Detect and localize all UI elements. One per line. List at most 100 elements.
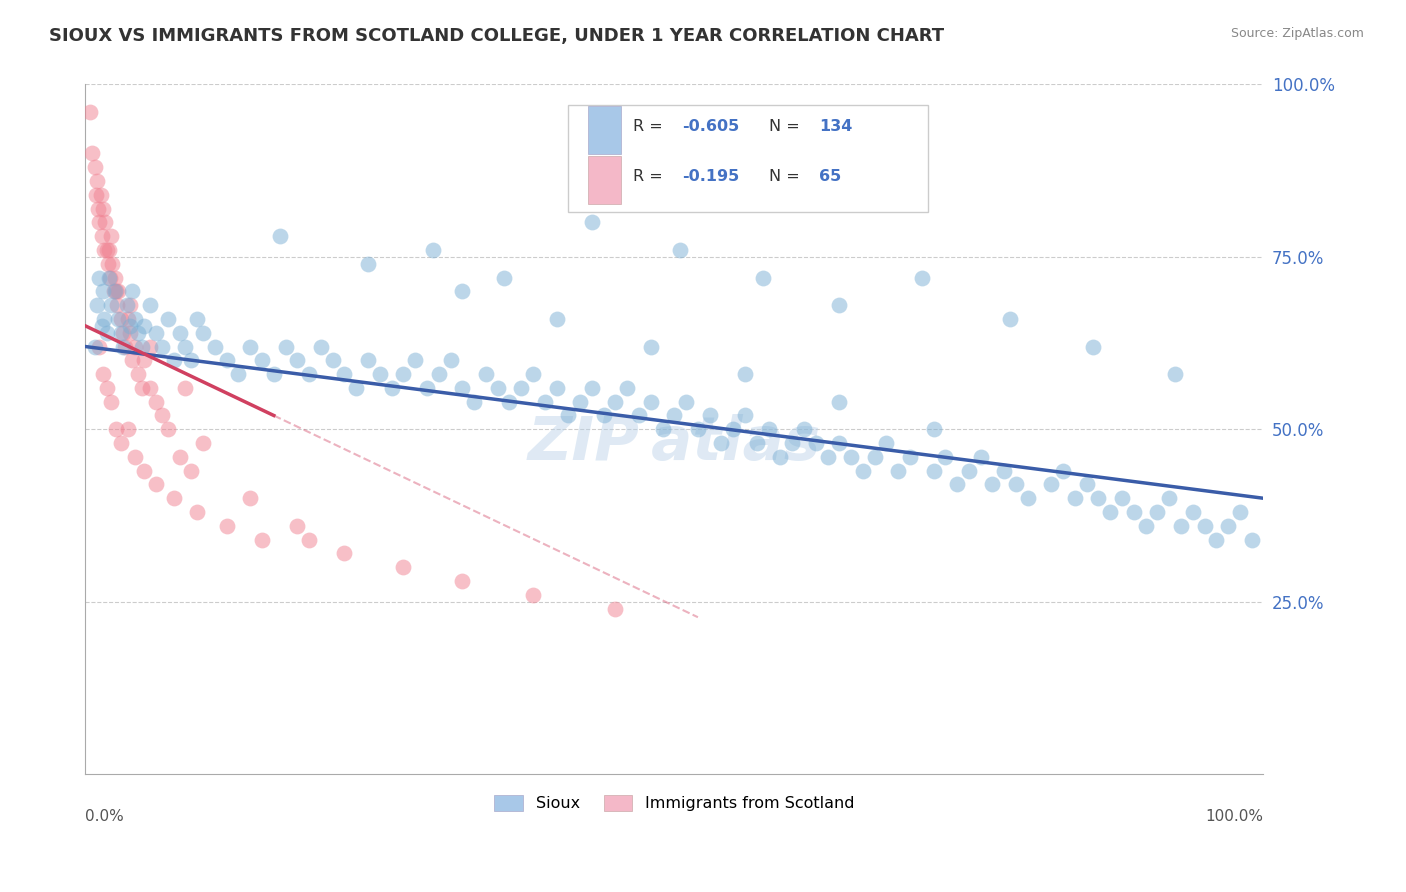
Point (274, 339, 297, 353)
Text: ZIP atlas: ZIP atlas (527, 414, 821, 473)
Point (780, 436, 803, 450)
Point (104, 270, 127, 285)
Point (751, 270, 773, 285)
Point (239, 339, 262, 353)
Point (451, 285, 474, 299)
Point (107, 285, 129, 299)
Point (804, 436, 827, 450)
Point (124, 312, 146, 326)
Point (169, 450, 191, 464)
Point (163, 491, 186, 506)
Point (90, 187, 112, 202)
Point (422, 243, 444, 257)
Point (492, 270, 515, 285)
Point (91, 285, 114, 299)
Point (1040, 477, 1063, 491)
Point (134, 318, 156, 333)
Point (581, 381, 603, 395)
FancyBboxPatch shape (588, 155, 621, 204)
Point (1159, 491, 1181, 506)
Point (186, 312, 208, 326)
Point (263, 367, 285, 381)
Text: -0.195: -0.195 (682, 169, 740, 184)
Point (1194, 519, 1216, 533)
Point (1111, 491, 1133, 506)
Point (581, 215, 603, 229)
Point (486, 381, 509, 395)
Point (83, 339, 105, 353)
Point (1216, 519, 1239, 533)
Point (89, 270, 111, 285)
Point (1229, 505, 1251, 519)
Point (298, 367, 321, 381)
Point (475, 367, 498, 381)
Point (93, 312, 115, 326)
Point (134, 353, 156, 368)
Point (101, 257, 124, 271)
Point (97, 257, 120, 271)
Point (498, 394, 520, 409)
Point (998, 312, 1021, 326)
Point (156, 422, 179, 436)
Point (1087, 491, 1109, 506)
Point (546, 312, 568, 326)
Text: 100.0%: 100.0% (1205, 809, 1264, 823)
Point (96, 381, 118, 395)
Point (91, 202, 114, 216)
Point (546, 381, 568, 395)
Point (1052, 464, 1074, 478)
Point (131, 339, 153, 353)
Point (120, 318, 142, 333)
Point (186, 505, 208, 519)
Point (863, 450, 886, 464)
Point (640, 394, 662, 409)
Point (875, 436, 897, 450)
Point (239, 491, 262, 506)
Point (922, 422, 945, 436)
Point (100, 298, 122, 312)
Point (105, 298, 128, 312)
Point (117, 422, 139, 436)
Point (115, 298, 138, 312)
Point (793, 422, 815, 436)
Point (817, 450, 839, 464)
Point (1099, 505, 1122, 519)
Point (1064, 491, 1087, 506)
Point (557, 409, 579, 423)
Point (86, 298, 108, 312)
Point (134, 464, 156, 478)
Point (100, 394, 122, 409)
Point (139, 381, 162, 395)
Point (1076, 477, 1098, 491)
Point (1205, 533, 1227, 547)
Point (104, 285, 127, 299)
Point (111, 326, 134, 340)
Point (333, 546, 356, 560)
Text: -0.605: -0.605 (682, 119, 740, 134)
Point (533, 394, 555, 409)
Point (117, 312, 139, 326)
Legend: Sioux, Immigrants from Scotland: Sioux, Immigrants from Scotland (488, 789, 860, 818)
Point (898, 450, 921, 464)
Point (269, 229, 291, 244)
Text: 0.0%: 0.0% (86, 809, 124, 823)
Point (103, 285, 125, 299)
Point (93, 243, 115, 257)
Point (381, 381, 404, 395)
Point (79, 105, 101, 120)
Point (298, 533, 321, 547)
Point (139, 298, 162, 312)
Text: R =: R = (633, 119, 668, 134)
Point (228, 367, 250, 381)
Point (111, 339, 134, 353)
Point (828, 298, 851, 312)
Point (180, 464, 202, 478)
Point (104, 422, 127, 436)
Point (150, 409, 173, 423)
Point (98, 270, 121, 285)
Point (150, 339, 173, 353)
Point (94, 215, 117, 229)
Point (83, 160, 105, 174)
Point (522, 367, 544, 381)
FancyBboxPatch shape (568, 105, 928, 212)
